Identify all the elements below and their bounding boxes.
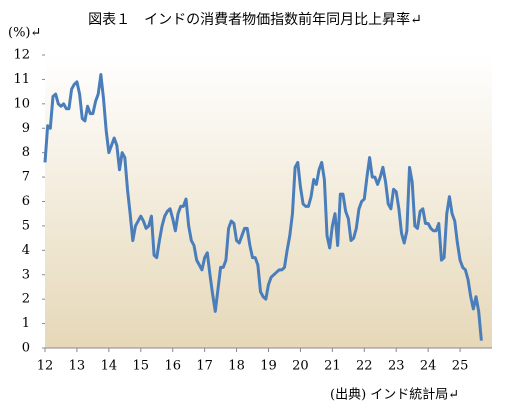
x-tick-label: 21 xyxy=(324,359,341,374)
y-tick-label: 7 xyxy=(22,170,30,185)
y-tick-label: 0 xyxy=(22,341,30,356)
x-tick-label: 19 xyxy=(260,359,277,374)
x-tick-label: 23 xyxy=(388,359,405,374)
x-tick-label: 25 xyxy=(452,359,469,374)
y-tick-label: 12 xyxy=(13,48,30,63)
x-tick-label: 18 xyxy=(228,359,245,374)
y-tick-label: 3 xyxy=(22,267,30,282)
x-tick-label: 16 xyxy=(164,359,181,374)
y-tick-label: 1 xyxy=(22,316,30,331)
x-tick-label: 13 xyxy=(69,359,86,374)
y-tick-label: 9 xyxy=(22,121,30,136)
y-tick-label: 2 xyxy=(22,292,30,307)
line-series xyxy=(43,73,483,341)
x-tick-label: 14 xyxy=(101,359,118,374)
y-tick-label: 5 xyxy=(22,218,30,233)
x-tick-label: 17 xyxy=(196,359,213,374)
x-tick-label: 22 xyxy=(356,359,373,374)
y-tick-label: 10 xyxy=(13,96,30,111)
x-tick-label: 24 xyxy=(420,359,437,374)
y-tick-label: 4 xyxy=(22,243,30,258)
y-axis-label: (%)↵ xyxy=(8,26,41,41)
source: (出典) インド統計局↵ xyxy=(330,387,459,403)
x-tick-label: 20 xyxy=(292,359,309,374)
x-tick-label: 12 xyxy=(37,359,54,374)
y-tick-label: 8 xyxy=(22,145,30,160)
x-tick-label: 15 xyxy=(133,359,150,374)
y-tick-label: 11 xyxy=(13,72,30,87)
chart-title: 図表１ インドの消費者物価指数前年同月比上昇率↵ xyxy=(88,11,422,28)
y-tick-label: 6 xyxy=(22,194,30,209)
plot-area xyxy=(45,55,492,348)
